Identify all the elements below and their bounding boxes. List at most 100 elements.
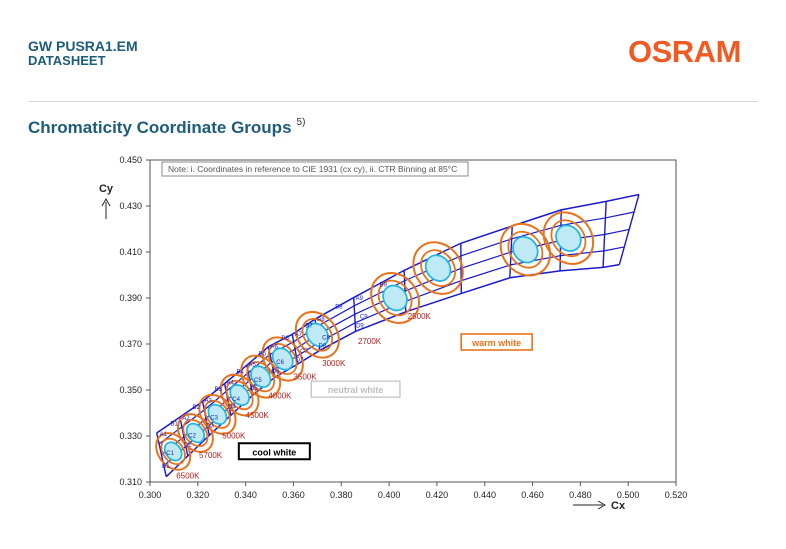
annotation-box [237, 442, 311, 461]
group-ellipse-inner [271, 347, 294, 371]
group-ellipse-mid [301, 318, 334, 352]
cct-label: 3500K [293, 373, 317, 382]
y-tick-label: 0.430 [119, 201, 142, 211]
annotation-label: cool white [252, 447, 296, 457]
group-ellipse-mid [246, 361, 276, 393]
bin-label: C6 [276, 360, 284, 366]
bin-label: A4 [227, 380, 235, 386]
group-ellipse-mid [182, 418, 209, 448]
chart-note: Note: i. Coordinates in reference to CIE… [168, 164, 457, 174]
x-tick-label: 0.420 [426, 490, 449, 500]
bin-label: B7 [305, 323, 313, 329]
bin-label: A2 [182, 416, 190, 422]
bin-label: A5 [249, 363, 257, 369]
group-ellipse-inner [207, 403, 228, 425]
group-ellipse-inner [250, 365, 272, 388]
bin-label: B5 [259, 352, 267, 358]
group-ellipse-outer [294, 310, 340, 359]
footnote-ref: 5) [296, 117, 306, 128]
bin-label: B9 [380, 283, 388, 289]
section-title-text: Chromaticity Coordinate Groups [28, 118, 292, 137]
cct-label: 5000K [222, 431, 246, 440]
group-ellipse-inner [555, 224, 582, 252]
x-tick-label: 0.360 [282, 490, 305, 500]
ellipse-groups [155, 211, 595, 471]
x-tick-label: 0.380 [330, 490, 353, 500]
group-ellipse-inner [163, 441, 183, 462]
bin-label: A9 [356, 296, 364, 302]
x-tick-label: 0.500 [617, 490, 640, 500]
x-tick-label: 0.460 [521, 490, 544, 500]
x-axis-arrowhead [597, 500, 607, 510]
document-type: DATASHEET [28, 53, 106, 68]
bin-label: A3 [205, 399, 213, 405]
y-tick-label: 0.390 [119, 293, 142, 303]
group-ellipse-mid [377, 279, 413, 317]
bin-label: D7 [296, 357, 304, 363]
cct-label: 5700K [199, 451, 223, 460]
y-tick-label: 0.450 [119, 155, 142, 165]
bin-label: C4 [232, 397, 240, 403]
group-ellipse-inner [305, 322, 330, 348]
bin-label: D5 [250, 386, 258, 392]
y-axis-arrowhead [101, 197, 111, 207]
y-tick-label: 0.370 [119, 339, 142, 349]
group-ellipse-outer [542, 211, 595, 265]
y-axis-label: Cy [99, 183, 114, 195]
x-tick-label: 0.400 [378, 490, 401, 500]
x-tick-label: 0.340 [234, 490, 257, 500]
cct-label: 4500K [246, 411, 270, 420]
y-tick-label: 0.310 [119, 477, 142, 487]
bin-division [161, 228, 630, 456]
bin-label: A7 [295, 332, 303, 338]
bin-label: C3 [210, 415, 218, 421]
bin-label: B2 [193, 405, 201, 411]
group-ellipse-outer [412, 241, 464, 295]
group-ellipse-outer [198, 393, 237, 435]
y-tick-label: 0.410 [119, 247, 142, 257]
x-tick-label: 0.300 [139, 490, 162, 500]
plot-frame [149, 159, 677, 483]
bin-label: C1 [166, 451, 174, 457]
bin-label: D3 [206, 423, 214, 429]
y-tick-label: 0.350 [119, 385, 142, 395]
bin-label: C2 [188, 434, 196, 440]
cct-label: 4000K [268, 392, 292, 401]
bin-label: C5 [254, 378, 262, 384]
x-tick-label: 0.520 [665, 490, 688, 500]
header-divider [28, 101, 758, 102]
chart-note-box [161, 161, 469, 177]
cct-label: 6500K [176, 472, 200, 481]
bin-label: D8 [319, 343, 327, 349]
group-ellipse-mid [550, 219, 587, 258]
group-ellipse-outer [261, 336, 304, 382]
group-ellipse-inner [185, 422, 206, 444]
group-ellipse-outer [155, 432, 192, 471]
x-axis-label: Cx [611, 500, 626, 512]
group-ellipse-inner [229, 384, 250, 407]
cct-label: 2500K [408, 312, 432, 321]
bin-label: B4 [237, 369, 245, 375]
bin-label: D4 [228, 404, 236, 410]
group-ellipse-mid [267, 343, 298, 375]
bin-label: D9 [356, 323, 364, 329]
group-ellipse-mid [507, 230, 544, 269]
x-tick-label: 0.440 [473, 490, 496, 500]
bin-label: A6 [271, 345, 279, 351]
bin-label: A1 [160, 432, 168, 438]
x-tick-label: 0.480 [569, 490, 592, 500]
product-title: GW PUSRA1.EM [28, 38, 138, 54]
bin-label: B3 [215, 387, 223, 393]
annotation-box [310, 380, 401, 398]
osram-logo: OSRAM [628, 34, 741, 69]
group-ellipse-mid [160, 437, 186, 466]
annotation-label: neutral white [328, 385, 384, 395]
bin-label: C7 [300, 349, 308, 355]
cct-label: 3000K [322, 359, 346, 368]
group-ellipse-inner [382, 284, 408, 312]
group-ellipse-mid [420, 249, 457, 287]
x-tick-label: 0.320 [187, 490, 210, 500]
annotation-box [460, 333, 533, 351]
